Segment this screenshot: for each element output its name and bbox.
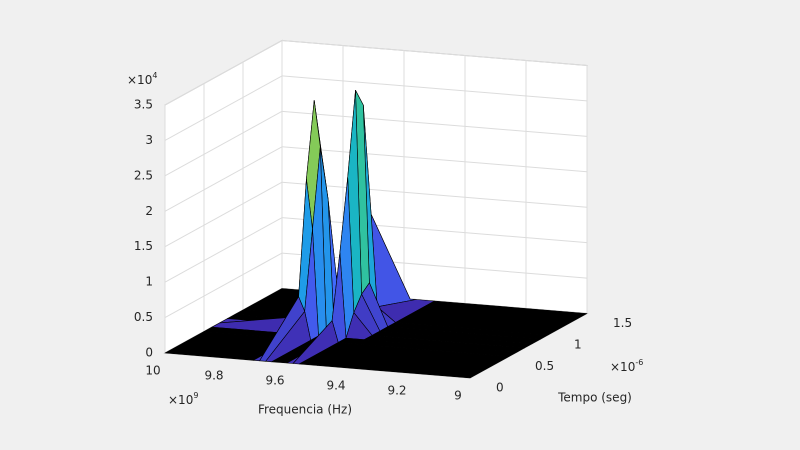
exponent-label: ×104 [127, 71, 157, 87]
x-tick-label: 9.2 [387, 384, 406, 398]
y-tick-label: 0 [496, 381, 504, 395]
exponent-label: ×109 [168, 391, 198, 407]
exponent-power: -6 [635, 358, 643, 367]
exponent-label: ×10-6 [610, 358, 643, 374]
z-tick-label: 1.5 [134, 239, 153, 253]
z-tick-label: 2.5 [134, 168, 153, 182]
grid-line [281, 40, 588, 66]
x-tick-label: 9 [454, 389, 462, 403]
grid-line [164, 40, 283, 106]
grid-line [164, 252, 283, 319]
z-tick-label: 3.5 [134, 98, 153, 112]
exponent-power: 4 [152, 71, 157, 80]
exponent-base: ×10 [127, 73, 152, 87]
z-tick-label: 1 [145, 275, 153, 289]
y-axis-label: Tempo (seg) [557, 391, 632, 405]
grid-line [164, 217, 283, 283]
grid-line [281, 217, 588, 244]
x-tick-label: 9.6 [265, 374, 284, 388]
z-tick-label: 0 [145, 346, 153, 360]
grid-line [164, 181, 283, 248]
z-tick-label: 3 [145, 133, 153, 147]
exponent-base: ×10 [168, 393, 193, 407]
y-tick-label: 1 [574, 338, 582, 352]
exponent-base: ×10 [610, 360, 635, 374]
y-tick-label: 1.5 [613, 316, 632, 330]
x-axis-label: Frequencia (Hz) [258, 403, 352, 417]
grid-line [164, 146, 283, 212]
grid-line [281, 146, 588, 173]
z-tick-label: 2 [145, 204, 153, 218]
x-tick-label: 9.4 [326, 379, 345, 393]
y-tick-label: 0.5 [535, 359, 554, 373]
grid-line [164, 110, 283, 177]
exponent-power: 9 [193, 391, 198, 400]
grid-line [164, 75, 283, 141]
surface-cell [317, 343, 510, 379]
z-tick-label: 0.5 [134, 310, 153, 324]
x-tick-label: 10 [145, 364, 160, 378]
grid-line [281, 75, 588, 102]
grid-line [281, 181, 588, 208]
grid-line [281, 110, 588, 137]
x-tick-label: 9.8 [204, 369, 223, 383]
